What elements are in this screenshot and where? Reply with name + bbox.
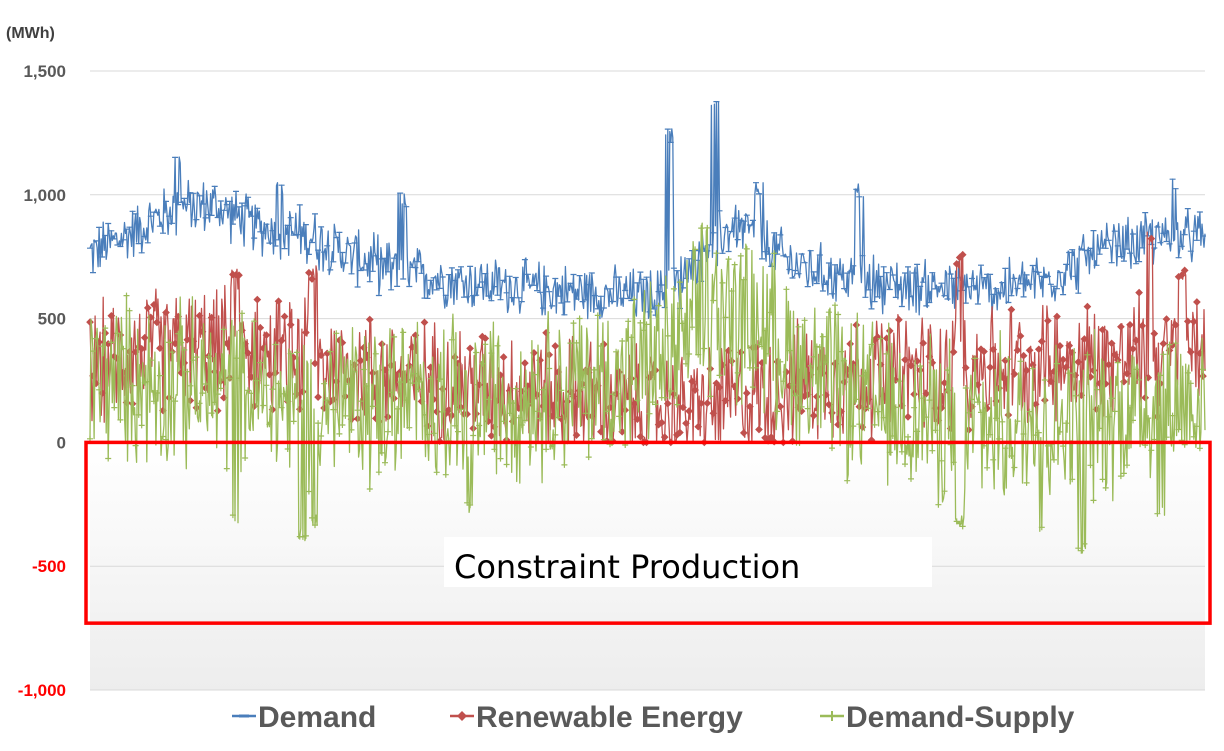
y-tick-label-0: 1,500 bbox=[23, 62, 66, 81]
constraint-label-background bbox=[444, 537, 932, 587]
unit-label: (MWh) bbox=[6, 25, 55, 42]
series-markers-2 bbox=[87, 224, 1206, 554]
series-demand bbox=[87, 100, 1206, 320]
legend: Demand Renewable Energy Demand-Supply bbox=[232, 701, 1075, 734]
series-layer bbox=[86, 100, 1207, 554]
y-axis-ticks: 1,500 1,000 500 0 -500 -1,000 bbox=[18, 62, 66, 700]
legend-label-1: Renewable Energy bbox=[476, 701, 743, 734]
series-demand-supply bbox=[87, 222, 1206, 554]
series-line-0 bbox=[89, 100, 1206, 320]
y-tick-label-1: 1,000 bbox=[23, 186, 66, 205]
legend-item-2: Demand-Supply bbox=[820, 701, 1075, 734]
legend-marker-2 bbox=[827, 711, 837, 721]
legend-marker-1 bbox=[457, 711, 467, 721]
legend-label-2: Demand-Supply bbox=[846, 701, 1075, 734]
y-tick-label-5: -1,000 bbox=[18, 681, 66, 700]
y-tick-label-3: 0 bbox=[57, 433, 66, 452]
y-tick-label-4: -500 bbox=[32, 557, 66, 576]
legend-item-0: Demand bbox=[232, 701, 376, 734]
y-tick-label-2: 500 bbox=[38, 310, 66, 329]
legend-item-1: Renewable Energy bbox=[450, 701, 743, 734]
legend-label-0: Demand bbox=[258, 701, 376, 734]
constraint-label: Constraint Production bbox=[454, 548, 800, 586]
constraint-region-box bbox=[84, 440, 1212, 625]
